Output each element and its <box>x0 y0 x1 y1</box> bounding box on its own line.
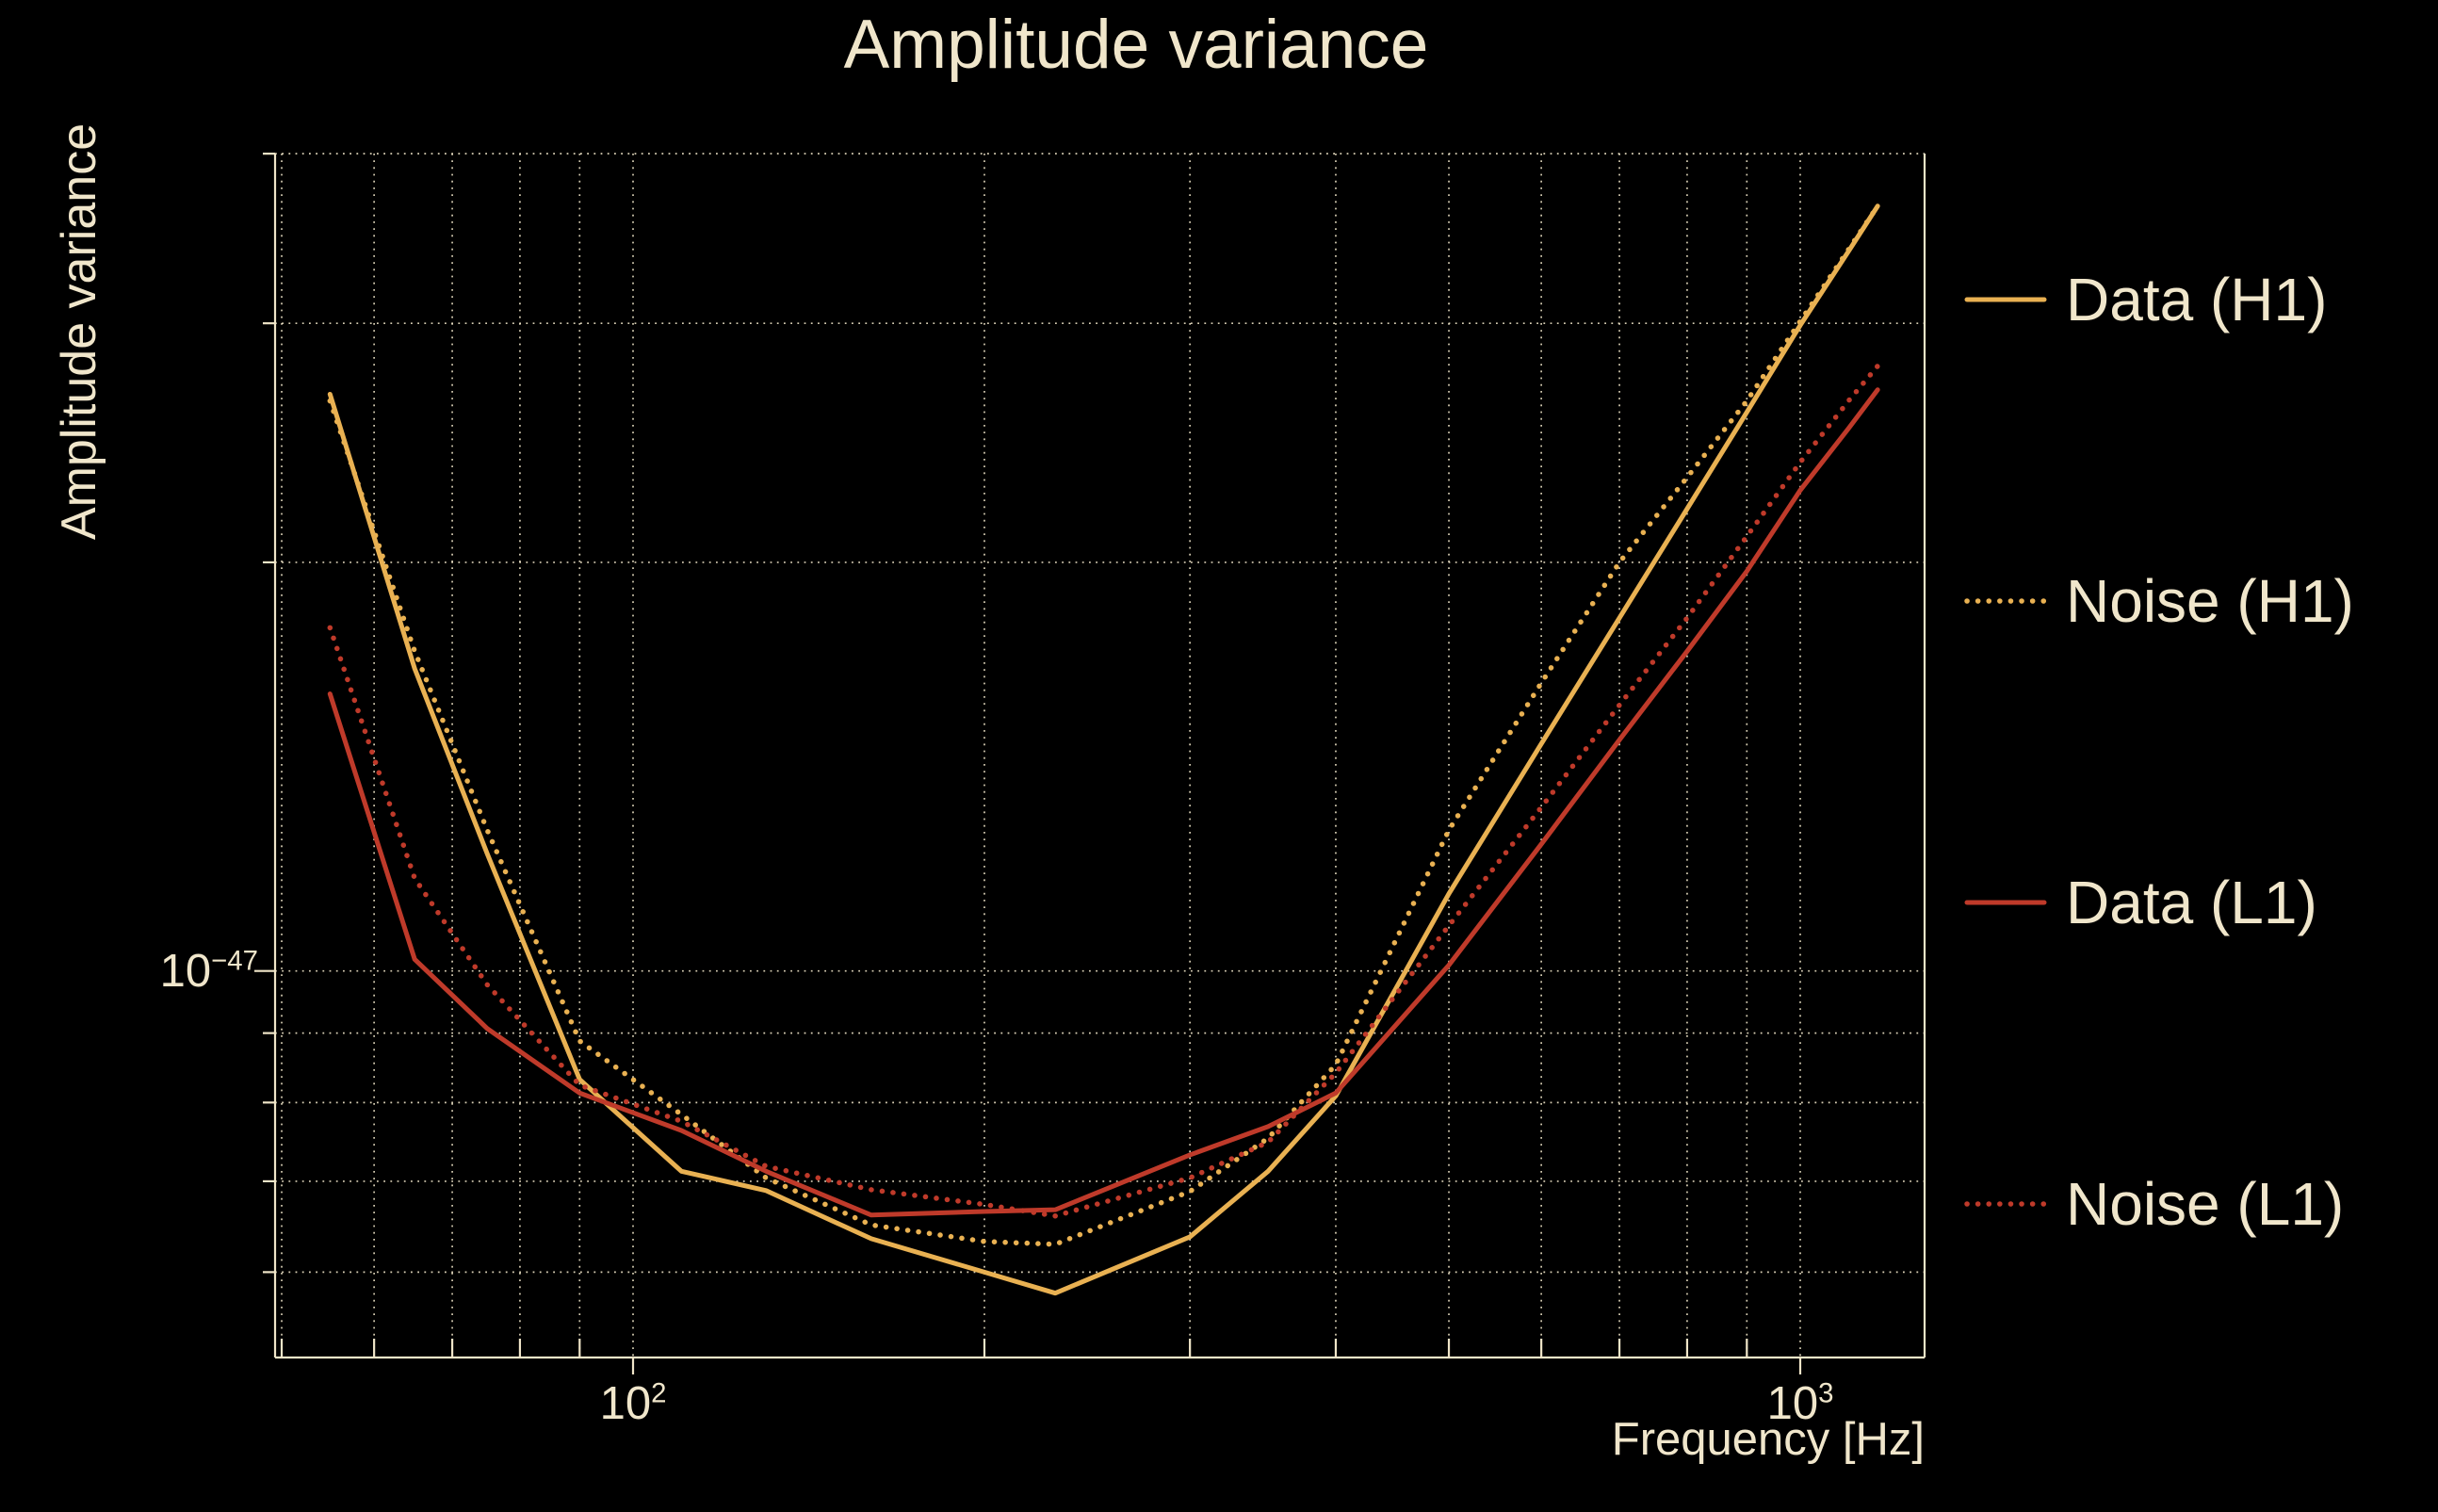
legend-line-sample-noise-l1 <box>1964 1201 2047 1207</box>
legend-label: Data (L1) <box>2066 869 2317 936</box>
legend-line-sample-data-h1 <box>1964 297 2047 302</box>
legend-item-noise-h1: Noise (H1) <box>1964 566 2354 636</box>
legend-line-sample-data-l1 <box>1964 900 2047 905</box>
y-tick-1e-47: 10−47 <box>159 945 258 997</box>
legend-label: Noise (L1) <box>2066 1170 2345 1238</box>
legend-item-data-l1: Data (L1) <box>1964 868 2317 937</box>
legend-item-data-h1: Data (H1) <box>1964 265 2327 334</box>
legend-label: Data (H1) <box>2066 266 2328 333</box>
y-axis-label: Amplitude variance <box>52 122 106 541</box>
legend-line-sample-noise-h1 <box>1964 598 2047 604</box>
x-axis-label: Frequency [Hz] <box>1611 1414 1925 1465</box>
legend-label: Noise (H1) <box>2066 567 2354 635</box>
legend-item-noise-l1: Noise (L1) <box>1964 1169 2344 1239</box>
chart-title: Amplitude variance <box>843 7 1429 83</box>
x-tick-1000hz: 103 <box>1766 1377 1834 1429</box>
x-tick-100hz: 102 <box>599 1377 667 1429</box>
